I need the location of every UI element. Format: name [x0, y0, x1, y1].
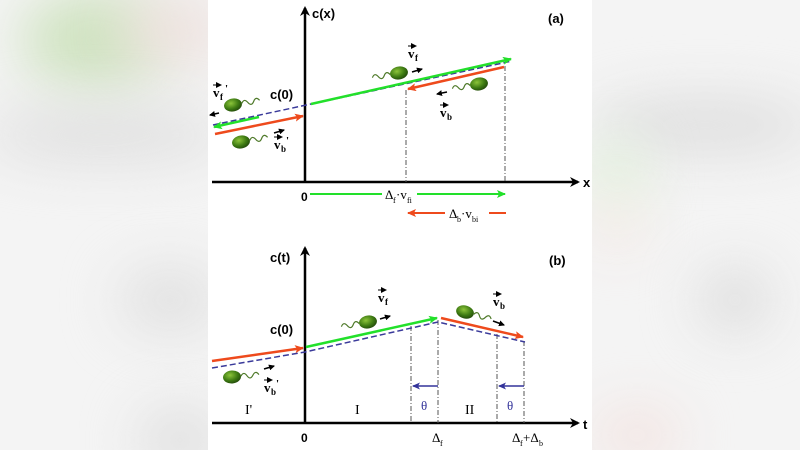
svg-text:v: v	[264, 380, 271, 395]
svg-text:b: b	[281, 144, 286, 154]
svg-text:v: v	[440, 105, 447, 120]
bacterium-icon	[223, 370, 260, 384]
forward-run-arrow	[310, 56, 512, 106]
vf-prime-label: v f '	[213, 82, 228, 102]
svg-text:': '	[276, 378, 279, 390]
c0-label: c(0)	[270, 322, 293, 337]
backward-run-arrow	[407, 65, 505, 92]
theta-label: θ	[421, 398, 427, 413]
direction-arrow-icon	[436, 90, 448, 96]
direction-arrow-icon	[209, 110, 220, 117]
vb-label: v b	[440, 102, 452, 122]
bacterium-icon	[456, 305, 492, 320]
svg-text:b: b	[447, 112, 452, 122]
y-axis-label: c(t)	[270, 250, 290, 265]
svg-text:Δ: Δ	[432, 430, 440, 445]
vb-label: v b	[493, 291, 505, 311]
backward-run-length-label: Δ b ·v bi	[449, 206, 479, 224]
backward-run-arrow-left	[214, 113, 304, 136]
x-axis-label: x	[583, 175, 591, 190]
direction-arrow-icon	[379, 314, 391, 321]
vf-label: v f	[408, 43, 419, 63]
vb-prime-label: v b '	[264, 377, 279, 397]
t-axis-label: t	[583, 417, 588, 432]
vf-label: v f	[378, 287, 389, 307]
tick-label-delta-f: Δ f	[432, 430, 443, 448]
vb-prime-label: v b '	[274, 134, 289, 154]
bacterium-icon	[371, 66, 408, 80]
svg-text:fi: fi	[407, 196, 413, 205]
region-label: I'	[245, 403, 252, 418]
backward-run-arrow-left	[211, 345, 304, 363]
origin-label: 0	[301, 431, 308, 445]
region-label: II	[465, 403, 475, 418]
svg-text:v: v	[378, 290, 385, 305]
backward-run-arrow	[440, 316, 524, 340]
svg-text:·v: ·v	[396, 187, 407, 202]
forward-run-arrow	[305, 315, 438, 349]
svg-text:v: v	[213, 85, 220, 100]
region-label: I	[355, 403, 360, 418]
svg-text:v: v	[274, 137, 281, 152]
panel-a: c(x) x (a) 0 c(0)	[209, 6, 591, 224]
svg-text:Δ: Δ	[512, 430, 520, 445]
tick-label-delta-f-plus-delta-b: Δ f +Δ b	[512, 430, 543, 448]
svg-text:f: f	[220, 92, 224, 102]
svg-text:Δ: Δ	[449, 206, 457, 221]
svg-text:f: f	[385, 297, 389, 307]
svg-text:bi: bi	[472, 215, 479, 224]
bacterium-icon	[232, 134, 269, 149]
delayed-concentration-line	[211, 321, 526, 369]
svg-text:b: b	[457, 215, 461, 224]
svg-text:+Δ: +Δ	[523, 430, 539, 445]
svg-text:f: f	[415, 53, 419, 63]
concentration-gradient-line	[212, 60, 513, 126]
svg-text:Δ: Δ	[385, 187, 393, 202]
bacterium-icon	[451, 77, 488, 91]
direction-arrow-icon	[492, 320, 505, 327]
svg-text:b: b	[539, 439, 543, 448]
direction-arrow-icon	[273, 128, 285, 135]
direction-arrow-icon	[411, 67, 423, 74]
direction-arrow-icon	[263, 364, 275, 371]
y-axis-label: c(x)	[312, 6, 335, 21]
bacterium-icon	[224, 97, 261, 112]
svg-text:f: f	[520, 439, 523, 448]
theta-label: θ	[507, 398, 513, 413]
forward-run-length-label: Δ f ·v fi	[385, 187, 413, 205]
svg-text:': '	[225, 83, 228, 95]
c0-label: c(0)	[270, 87, 293, 102]
forward-run-arrow-left	[213, 115, 260, 130]
svg-text:v: v	[408, 46, 415, 61]
svg-text:f: f	[393, 196, 396, 205]
panel-tag: (a)	[548, 11, 564, 26]
svg-text:b: b	[500, 301, 505, 311]
svg-text:v: v	[493, 294, 500, 309]
svg-text:·v: ·v	[461, 206, 472, 221]
svg-text:': '	[286, 135, 289, 147]
origin-label: 0	[301, 190, 308, 204]
bacterium-icon	[340, 315, 377, 329]
panel-b: c(t) t (b) 0 c(0) θ θ I' I II Δ f Δ f	[211, 246, 588, 448]
svg-text:b: b	[271, 387, 276, 397]
svg-text:f: f	[440, 439, 443, 448]
panel-tag: (b)	[549, 253, 566, 268]
